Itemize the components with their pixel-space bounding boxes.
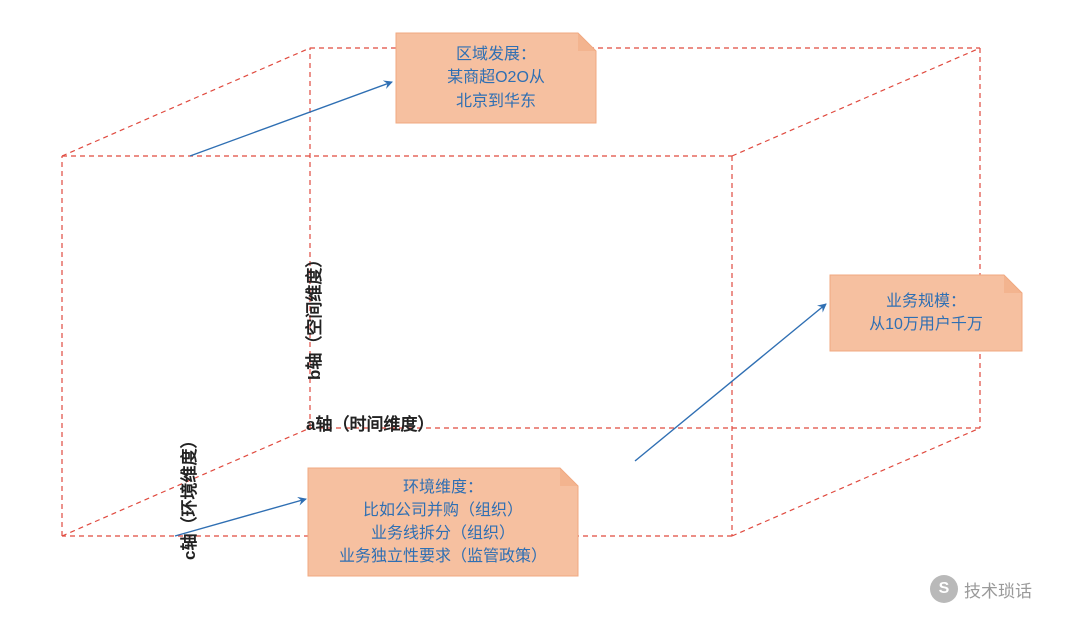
callout-region-growth: 区域发展： 某商超O2O从 北京到华东 <box>396 33 596 123</box>
callout-title: 环境维度： <box>339 476 547 499</box>
axis-c-label: c轴（环境维度） <box>175 432 200 560</box>
callout-title: 区域发展： <box>447 43 545 66</box>
diagram-stage: 区域发展： 某商超O2O从 北京到华东 业务规模： 从10万用户千万 环境维度：… <box>0 0 1080 633</box>
callout-line: 业务独立性要求（监管政策） <box>339 545 547 568</box>
callout-line: 比如公司并购（组织） <box>339 499 547 522</box>
callout-line: 北京到华东 <box>447 90 545 113</box>
callout-line: 从10万用户千万 <box>869 313 983 336</box>
watermark-text: 技术琐话 <box>964 577 1032 602</box>
callout-line: 业务线拆分（组织） <box>339 522 547 545</box>
callout-environment: 环境维度： 比如公司并购（组织） 业务线拆分（组织） 业务独立性要求（监管政策） <box>308 468 578 576</box>
axis-a-label: a轴（时间维度） <box>306 410 434 435</box>
axis-b-label: b轴（空间维度） <box>300 251 325 380</box>
callout-line: 某商超O2O从 <box>447 66 545 89</box>
watermark: S 技术琐话 <box>930 575 1032 603</box>
wechat-icon: S <box>930 575 958 603</box>
callout-business-scale: 业务规模： 从10万用户千万 <box>830 275 1022 351</box>
callout-title: 业务规模： <box>869 290 983 313</box>
